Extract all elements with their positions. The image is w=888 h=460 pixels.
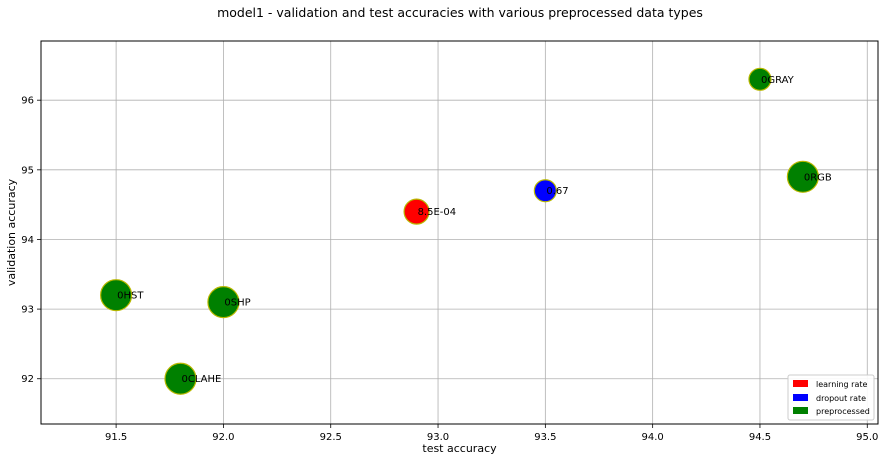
point-label-8-5e-04: 8.5E-04: [418, 207, 457, 218]
legend-swatch-dropout-rate: [793, 394, 808, 401]
x-tick-label: 94.0: [642, 432, 664, 443]
point-label-0-67: 0.67: [546, 186, 568, 197]
y-tick-label: 95: [21, 165, 34, 176]
legend-label-learning-rate: learning rate: [816, 380, 868, 389]
x-tick-label: 93.5: [534, 432, 556, 443]
y-axis-label: validation accuracy: [5, 178, 18, 286]
point-label-0gray: 0GRAY: [761, 75, 795, 86]
legend-swatch-learning-rate: [793, 380, 808, 387]
legend-box: [787, 374, 875, 421]
point-label-0shp: 0SHP: [224, 298, 250, 309]
legend-label-preprocessed: preprocessed: [816, 407, 870, 416]
scatter-points: [100, 67, 819, 395]
x-tick-label: 92.5: [320, 432, 342, 443]
point-8-5e-04: [403, 198, 430, 225]
y-tick-label: 92: [21, 374, 34, 385]
x-tick-label: 92.0: [212, 432, 234, 443]
point-label-0rgb: 0RGB: [804, 172, 832, 183]
x-tick-label: 94.5: [749, 432, 771, 443]
axis-ticks: 91.5 92.0 92.5 93.0 93.5 94.0 94.5 95.0 92 93 94 95…: [21, 96, 878, 443]
chart-title: model1 - validation and test accuracies …: [217, 5, 703, 20]
point-label-0clahe: 0CLAHE: [182, 374, 222, 385]
x-axis-label: test accuracy: [422, 442, 497, 455]
y-tick-label: 93: [21, 305, 34, 316]
point-0clahe: [164, 362, 197, 395]
point-label-0hst: 0HST: [117, 291, 144, 302]
point-0rgb: [786, 160, 819, 193]
point-labels: 0HST 0CLAHE 0SHP 8.5E-04 0.67 0GRAY 0RGB: [117, 75, 832, 385]
point-0hst: [100, 279, 133, 312]
y-tick-label: 96: [21, 96, 34, 107]
x-tick-label: 91.5: [105, 432, 127, 443]
point-0shp: [207, 286, 240, 319]
x-tick-label: 95.0: [856, 432, 878, 443]
legend-swatch-preprocessed: [793, 407, 808, 414]
point-0-67: [533, 179, 557, 203]
legend-label-dropout-rate: dropout rate: [816, 394, 866, 403]
point-0gray: [748, 67, 772, 91]
y-tick-label: 94: [21, 235, 34, 246]
plot-frame: [40, 40, 879, 425]
legend: learning rate dropout rate preprocessed: [787, 374, 875, 421]
x-tick-label: 93.0: [427, 432, 449, 443]
